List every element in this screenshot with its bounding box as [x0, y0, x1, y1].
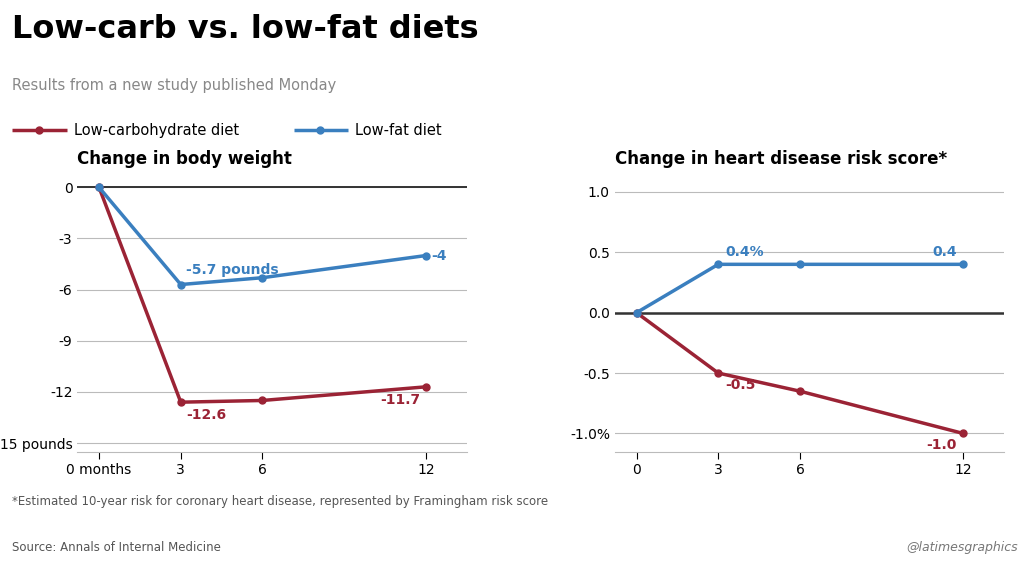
- Text: 0.4: 0.4: [932, 245, 957, 259]
- Text: Source: Annals of Internal Medicine: Source: Annals of Internal Medicine: [12, 541, 221, 554]
- Text: Results from a new study published Monday: Results from a new study published Monda…: [12, 78, 337, 93]
- Text: -0.5: -0.5: [725, 378, 755, 392]
- Text: -1.0: -1.0: [926, 438, 957, 452]
- Text: -11.7: -11.7: [380, 393, 420, 407]
- Text: Low-carb vs. low-fat diets: Low-carb vs. low-fat diets: [12, 14, 479, 46]
- Text: -4: -4: [432, 248, 447, 262]
- Text: -5.7 pounds: -5.7 pounds: [186, 263, 279, 277]
- Text: Change in body weight: Change in body weight: [77, 150, 293, 168]
- Text: -12.6: -12.6: [186, 408, 227, 422]
- Text: Change in heart disease risk score*: Change in heart disease risk score*: [615, 150, 947, 168]
- Text: Low-carbohydrate diet: Low-carbohydrate diet: [74, 123, 239, 138]
- Text: @latimesgraphics: @latimesgraphics: [906, 541, 1018, 554]
- Text: Low-fat diet: Low-fat diet: [355, 123, 442, 138]
- Text: *Estimated 10-year risk for coronary heart disease, represented by Framingham ri: *Estimated 10-year risk for coronary hea…: [12, 495, 549, 508]
- Text: 0.4%: 0.4%: [725, 245, 763, 259]
